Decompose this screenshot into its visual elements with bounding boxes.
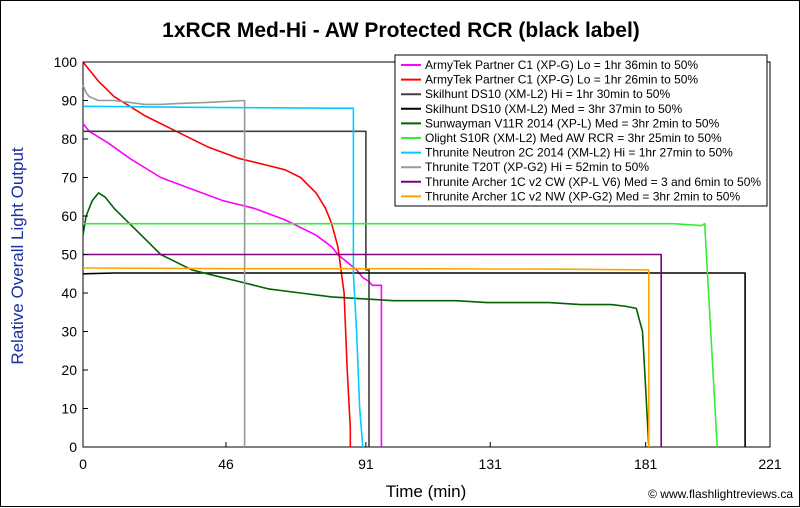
series-line-5 (82, 192, 650, 448)
legend-label-9: Thrunite Archer 1C v2 CW (XP-L V6) Med =… (425, 175, 761, 189)
legend-label-10: Thrunite Archer 1C v2 NW (XP-G2) Med = 3… (425, 189, 740, 203)
y-axis-title: Relative Overall Light Output (8, 147, 27, 365)
series-line-10 (82, 267, 650, 447)
y-tick-label: 60 (61, 208, 77, 224)
y-tick-label: 70 (61, 170, 77, 186)
y-tick-label: 90 (61, 93, 77, 109)
legend-label-5: Sunwayman V11R 2014 (XP-L) Med = 3hr 2mi… (425, 116, 720, 130)
legend-label-8: Thrunite T20T (XP-G2) Hi = 52min to 50% (425, 160, 649, 174)
x-tick-label: 0 (79, 456, 87, 472)
legend-label-1: ArmyTek Partner C1 (XP-G) Lo = 1hr 36min… (425, 58, 698, 72)
y-tick-label: 0 (69, 439, 77, 455)
x-tick-label: 181 (634, 456, 658, 472)
chart-title: 1xRCR Med-Hi - AW Protected RCR (black l… (162, 19, 640, 42)
y-tick-label: 50 (61, 247, 77, 263)
legend-label-4: Skilhunt DS10 (XM-L2) Med = 3hr 37min to… (425, 102, 682, 116)
series-line-6 (83, 222, 718, 448)
legend-label-3: Skilhunt DS10 (XM-L2) Hi = 1hr 30min to … (425, 87, 670, 101)
credit-text: © www.flashlightreviews.ca (648, 487, 793, 501)
legend-label-2: ArmyTek Partner C1 (XP-G) Lo = 1hr 26min… (425, 73, 698, 87)
series-layer (82, 61, 746, 448)
y-tick-label: 10 (61, 401, 77, 417)
legend-box (394, 54, 768, 207)
legend-label-7: Thrunite Neutron 2C 2014 (XM-L2) Hi = 1h… (425, 146, 733, 160)
y-tick-label: 20 (61, 362, 77, 378)
series-line-1 (82, 123, 383, 447)
series-line-2 (82, 61, 352, 447)
y-tick-label: 80 (61, 131, 77, 147)
x-tick-label: 131 (479, 456, 503, 472)
y-tick-label: 40 (61, 285, 77, 301)
series-line-4 (82, 272, 746, 447)
y-tick-label: 100 (54, 54, 78, 70)
legend: ArmyTek Partner C1 (XP-G) Lo = 1hr 36min… (394, 54, 768, 207)
x-tick-label: 91 (358, 456, 374, 472)
y-tick-label: 30 (61, 324, 77, 340)
x-tick-label: 221 (758, 456, 782, 472)
x-tick-label: 46 (218, 456, 234, 472)
axis-layer: 0 10 20 30 40 50 60 70 80 90 100 0 46 91 131 181 221 (54, 54, 782, 472)
x-axis-title: Time (min) (386, 482, 467, 501)
legend-label-6: Olight S10R (XM-L2) Med AW RCR = 3hr 25m… (425, 131, 722, 145)
series-line-9 (83, 253, 662, 447)
series-line-7 (82, 105, 364, 448)
series-line-8 (82, 84, 246, 447)
series-line-3 (83, 130, 370, 447)
